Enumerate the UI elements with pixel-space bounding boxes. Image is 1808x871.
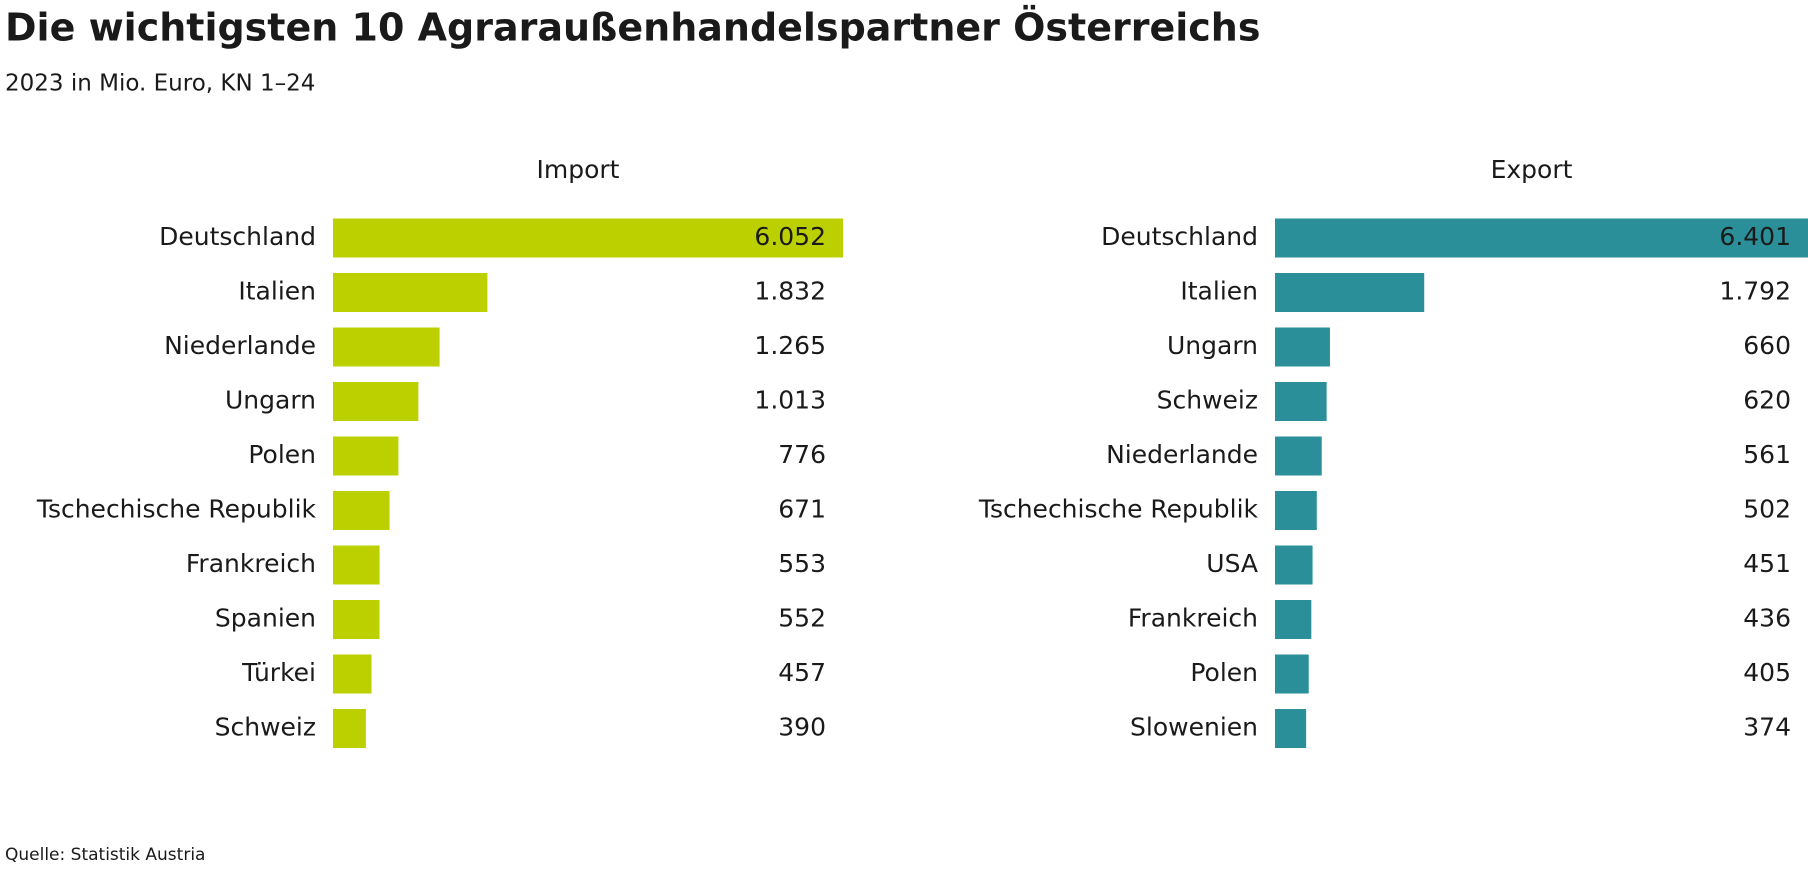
value-label: 390 <box>778 713 826 742</box>
bar <box>1275 273 1425 312</box>
category-label: Polen <box>1190 658 1258 687</box>
value-label: 561 <box>1743 440 1791 469</box>
category-label: Niederlande <box>164 331 316 360</box>
bar <box>333 709 366 748</box>
value-label: 1.013 <box>754 386 826 415</box>
bar <box>333 273 488 312</box>
bar <box>1275 600 1312 639</box>
bar <box>1275 654 1309 694</box>
value-label: 1.832 <box>754 277 826 306</box>
value-label: 436 <box>1743 604 1791 633</box>
value-label: 553 <box>778 549 826 578</box>
panel-title: Import <box>537 155 620 184</box>
value-label: 776 <box>778 440 826 469</box>
panel-title: Export <box>1491 155 1573 184</box>
category-label: Türkei <box>241 658 316 687</box>
source: Quelle: Statistik Austria <box>5 845 205 865</box>
category-label: Tschechische Republik <box>36 495 317 524</box>
value-label: 457 <box>778 658 826 687</box>
category-label: Italien <box>1180 277 1258 306</box>
category-label: Spanien <box>215 604 316 633</box>
category-label: Niederlande <box>1106 440 1258 469</box>
category-label: Schweiz <box>1157 386 1258 415</box>
value-label: 374 <box>1743 713 1791 742</box>
category-label: Italien <box>238 277 316 306</box>
bar <box>333 382 419 421</box>
bar <box>1275 218 1808 258</box>
value-label: 660 <box>1743 331 1791 360</box>
category-label: Ungarn <box>1167 331 1258 360</box>
value-label: 552 <box>778 604 826 633</box>
value-label: 405 <box>1743 658 1791 687</box>
category-label: Polen <box>248 440 316 469</box>
value-label: 1.792 <box>1719 277 1791 306</box>
bar <box>1275 327 1330 367</box>
value-label: 1.265 <box>754 331 826 360</box>
value-label: 502 <box>1743 495 1791 524</box>
category-label: Deutschland <box>1101 222 1258 251</box>
bar <box>333 545 380 585</box>
bar <box>1275 436 1322 476</box>
value-label: 451 <box>1743 549 1791 578</box>
category-label: Frankreich <box>186 549 316 578</box>
bar <box>333 600 380 639</box>
bar <box>333 218 843 258</box>
bar <box>333 436 399 476</box>
category-label: Ungarn <box>225 386 316 415</box>
bar <box>1275 545 1313 585</box>
category-label: Tschechische Republik <box>978 495 1259 524</box>
bar <box>1275 491 1317 530</box>
bar <box>1275 709 1307 748</box>
value-label: 6.401 <box>1719 222 1791 251</box>
bar <box>333 491 390 530</box>
value-label: 620 <box>1743 386 1791 415</box>
value-label: 671 <box>778 495 826 524</box>
page-title: Die wichtigsten 10 Agraraußenhandelspart… <box>5 6 1260 50</box>
value-label: 6.052 <box>754 222 826 251</box>
category-label: Slowenien <box>1130 713 1258 742</box>
category-label: Schweiz <box>215 713 316 742</box>
bar <box>1275 382 1327 421</box>
bar <box>333 654 372 694</box>
category-label: USA <box>1206 549 1258 578</box>
bar <box>333 327 440 367</box>
subtitle: 2023 in Mio. Euro, KN 1–24 <box>5 71 315 97</box>
category-label: Deutschland <box>159 222 316 251</box>
category-label: Frankreich <box>1128 604 1258 633</box>
